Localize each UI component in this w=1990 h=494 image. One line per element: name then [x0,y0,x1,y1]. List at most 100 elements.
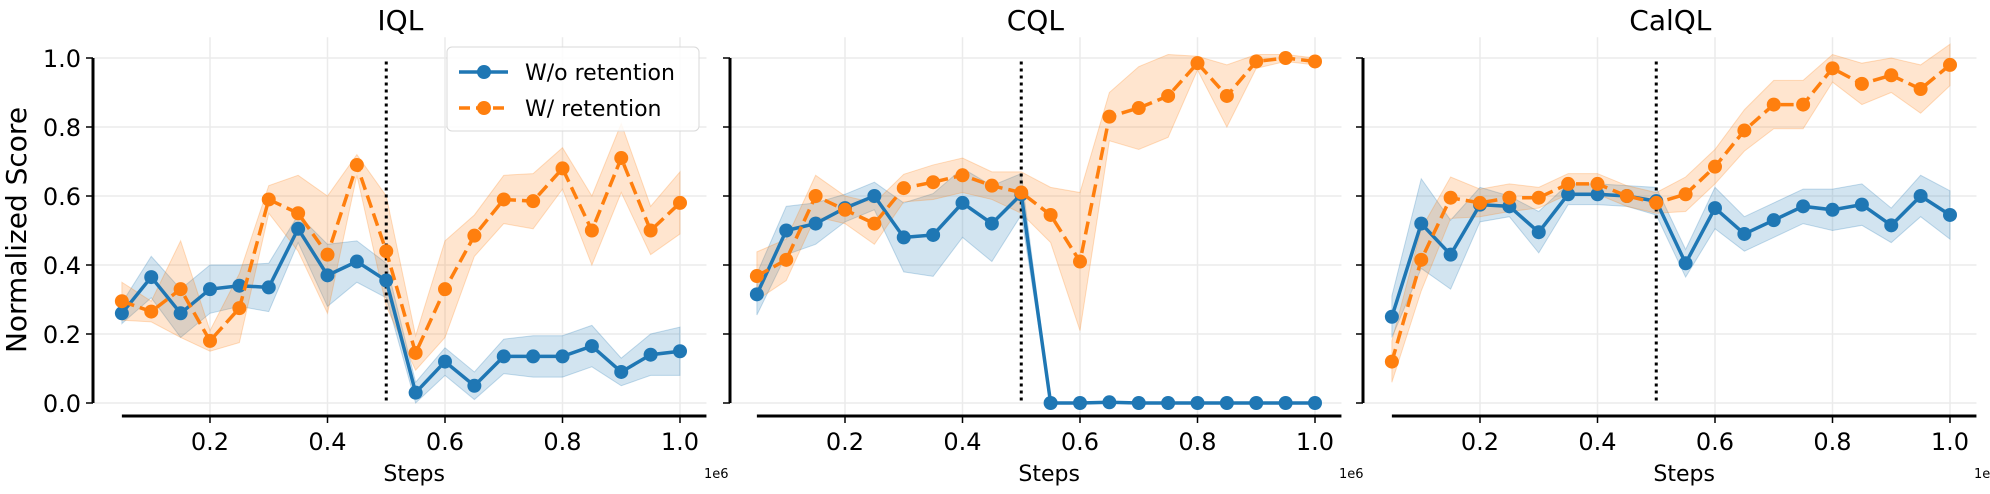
data-point [584,339,599,354]
data-point [1708,159,1722,174]
data-point [614,364,629,379]
data-point [1249,396,1264,410]
data-point [496,192,511,207]
data-point [984,178,999,193]
x-tick-label: 0.8 [543,428,581,456]
data-point [1043,396,1058,410]
data-point [1043,207,1058,222]
data-point [408,345,423,360]
data-point [438,354,452,369]
data-point [1531,190,1546,205]
data-point [926,175,941,190]
data-point [408,385,423,400]
data-point [1414,216,1429,231]
data-point [1561,176,1576,191]
legend-box [446,46,700,132]
data-point [749,269,764,284]
data-point [1913,82,1928,97]
x-tick-label: 1.0 [661,428,699,456]
data-point [261,192,276,207]
data-point [1708,201,1722,216]
data-point [673,195,687,210]
x-tick-label: 0.6 [1061,428,1099,456]
data-point [1825,61,1840,76]
data-point [749,287,764,302]
data-point [614,151,629,166]
data-point [438,282,452,297]
data-point [1308,54,1322,69]
data-point [1854,76,1869,91]
x-tick-label: 0.6 [426,428,464,456]
panel-title: IQL [377,4,423,37]
data-point [1278,51,1293,65]
data-point [1737,123,1752,138]
data-point [555,349,570,364]
data-point [643,223,658,238]
data-point [984,216,999,231]
x-tick-label: 0.8 [1813,428,1851,456]
data-point [496,349,511,364]
panel-title: CalQL [1629,4,1712,37]
data-point [1384,354,1399,369]
data-point [1190,56,1205,71]
data-point [467,228,482,243]
data-point [1219,88,1234,103]
data-point [1678,187,1693,202]
data-point [526,194,541,209]
data-point [1161,396,1176,410]
legend: W/o retention W/ retention [446,46,700,132]
x-tick-label: 1.0 [1296,428,1334,456]
data-point [1131,101,1146,116]
data-point [203,333,217,348]
data-point [584,223,599,238]
y-tick-label: 0.8 [43,114,81,142]
data-point [1502,190,1517,205]
data-point [779,252,794,267]
data-point [144,270,159,285]
data-point [1278,396,1293,410]
data-point [867,216,882,231]
data-point [173,282,188,297]
data-point [1561,187,1576,202]
data-point [114,294,129,309]
data-point [1649,195,1664,210]
data-point [1796,199,1811,214]
data-point [1014,185,1029,200]
x-axis-label: Steps [1653,462,1715,487]
x-tick-label: 0.2 [826,428,864,456]
data-point [173,306,188,321]
x-tick-label: 0.2 [191,428,229,456]
data-point [555,161,570,176]
data-point [261,280,276,295]
data-point [320,268,335,283]
data-point [1102,109,1117,124]
data-point [349,157,364,172]
data-point [1073,254,1087,269]
data-point [1884,218,1899,233]
data-point [955,168,970,183]
data-point [1854,197,1869,212]
data-point [926,227,941,242]
data-point [114,306,129,321]
x-tick-label: 0.4 [308,428,346,456]
data-point [779,223,794,238]
data-point [1884,68,1899,83]
y-tick-label: 0.0 [43,390,81,418]
x-tick-label: 1.0 [1931,428,1969,456]
data-point [379,273,394,288]
x-tick-label: 0.6 [1696,428,1734,456]
data-point [1943,207,1957,222]
data-point [1249,54,1264,69]
data-point [673,344,687,359]
data-point [838,202,852,217]
confidence-band [121,122,681,372]
data-point [643,347,658,362]
x-tick-label: 0.4 [943,428,981,456]
data-point [1219,396,1234,410]
data-point [1590,176,1605,191]
data-point [1913,189,1928,203]
x-offset-label: 1e6 [1339,467,1364,482]
data-point [955,195,970,210]
data-point [1161,88,1176,103]
